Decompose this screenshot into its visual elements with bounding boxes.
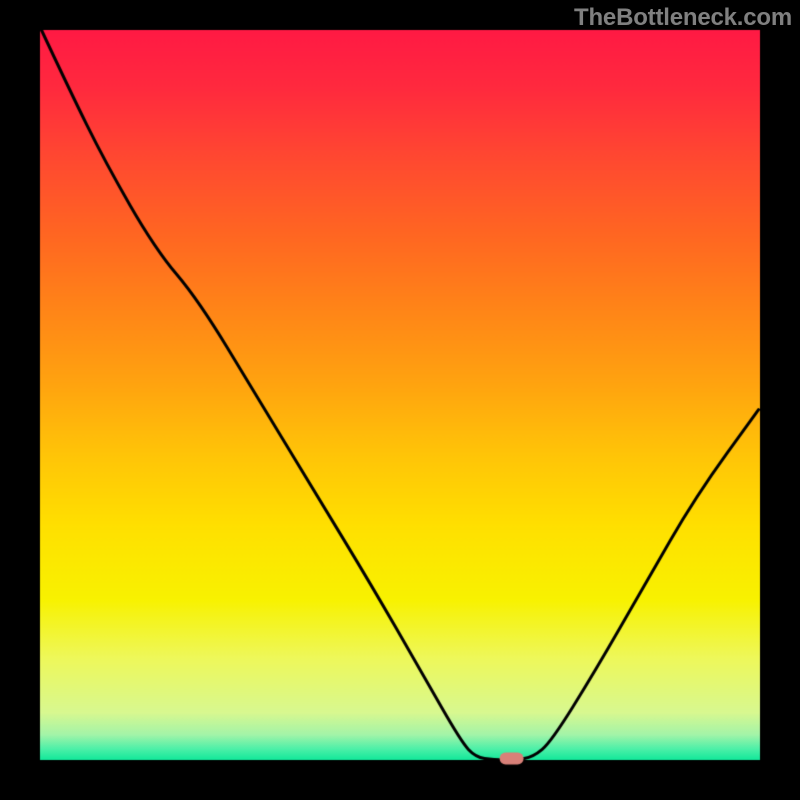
bottleneck-chart bbox=[0, 0, 800, 800]
watermark-text: TheBottleneck.com bbox=[574, 4, 792, 32]
